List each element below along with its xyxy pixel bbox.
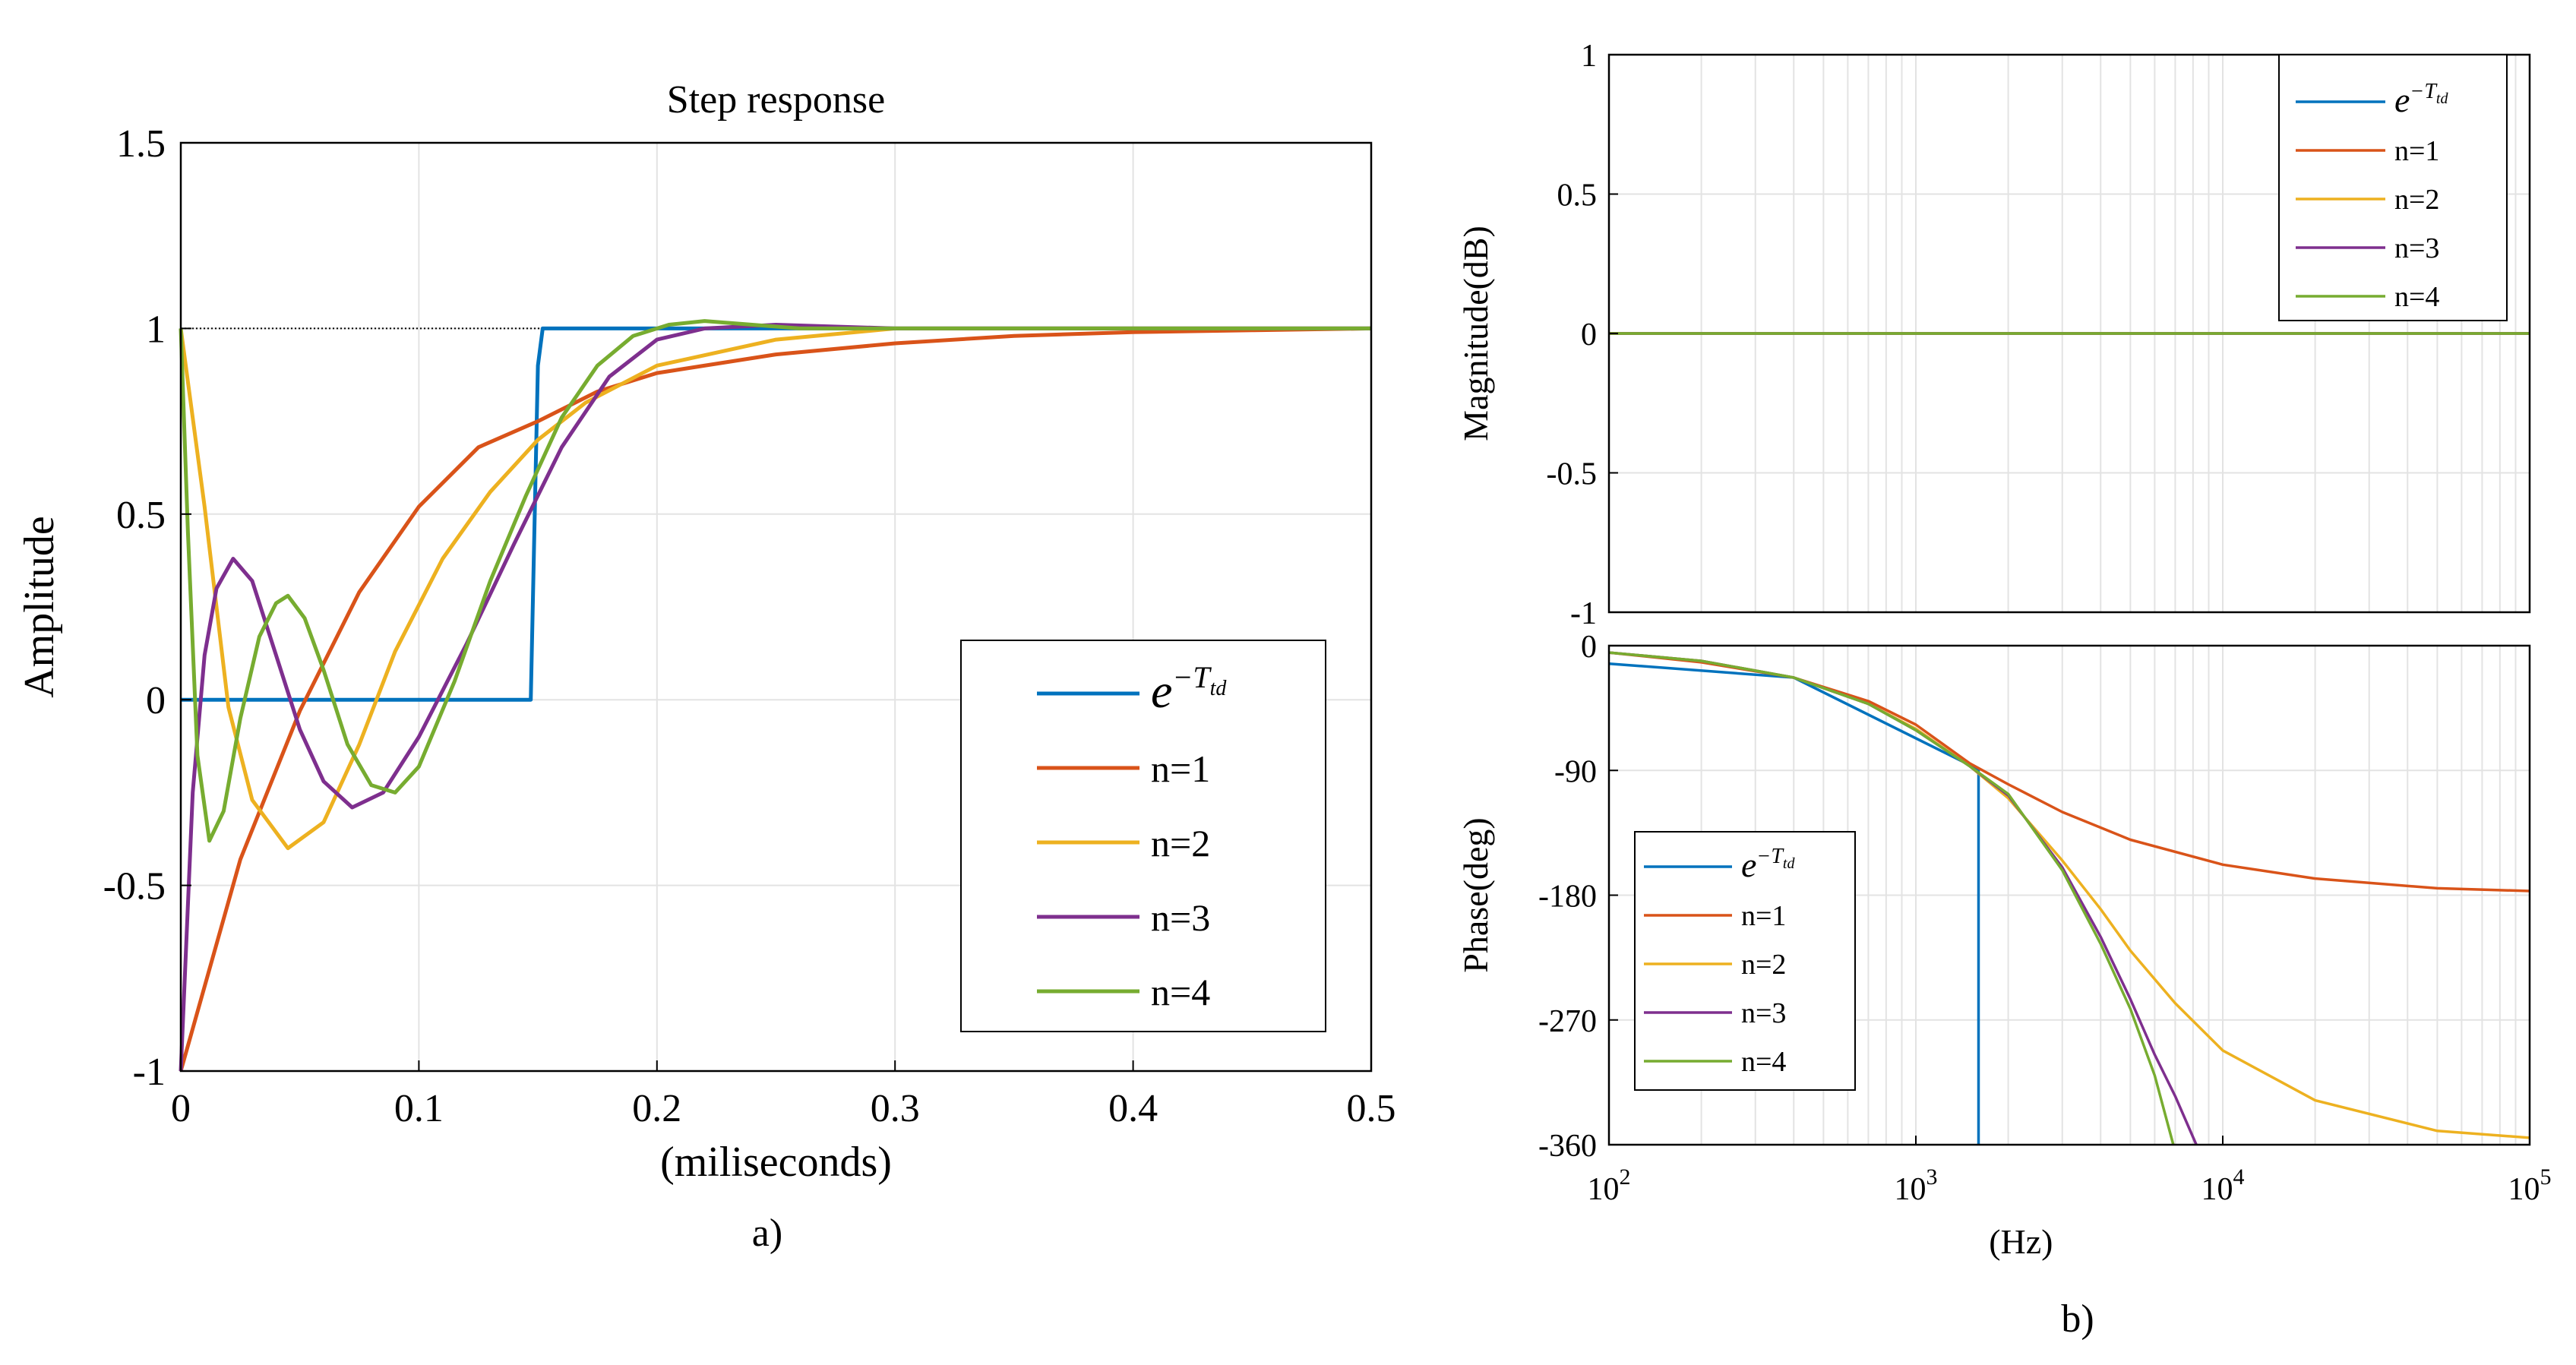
series-line-0	[181, 326, 1371, 702]
legend-box	[2278, 54, 2508, 321]
legend-label-4: n=4	[1151, 971, 1210, 1013]
x-tick-label-2: 0.2	[632, 1087, 681, 1130]
y-axis-label: Amplitude	[16, 516, 63, 698]
x-tick-label-4: 0.4	[1108, 1087, 1158, 1130]
x-tick-label-1: 103	[1895, 1164, 1938, 1207]
y-tick-label-4: -1	[1570, 596, 1597, 631]
magnitude-panel: 10.50-0.5-1Magnitude(dB)e−Ttdn=1n=2n=3n=…	[1456, 39, 2531, 631]
x-tick-label-3: 0.3	[871, 1087, 920, 1130]
y-tick-label-1: 0.5	[1557, 179, 1598, 213]
step-response-panel: 0 0.1 0.2 0.3 0.4 0.5 1.5 1 0.5 0 -0.5 -1 Step respo…	[16, 78, 1396, 1186]
y-tick-label-3: -0.5	[1547, 457, 1598, 492]
y-tick-label-0: 1	[1581, 39, 1597, 74]
x-tick-label-0: 102	[1588, 1164, 1631, 1207]
legend-label-3: n=3	[2394, 232, 2439, 264]
y-tick-label-2: -180	[1538, 880, 1597, 915]
y-tick-label-1: -90	[1554, 754, 1597, 789]
legend-label-3: n=3	[1741, 997, 1786, 1029]
plot-frame	[179, 141, 1373, 1073]
y-tick-label-5: -1	[133, 1051, 166, 1094]
y-tick-label-1: 1	[146, 308, 166, 351]
panel-label-a: a)	[752, 1212, 782, 1255]
legend-label-4: n=4	[2394, 281, 2439, 313]
y-axis-label: Magnitude(dB)	[1456, 226, 1495, 441]
series-line-4	[1609, 651, 2175, 1145]
y-tick-label-2: 0.5	[116, 494, 166, 537]
y-tick-label-4: -360	[1538, 1129, 1597, 1164]
legend-label-1: n=1	[1151, 747, 1210, 790]
x-tick-label-5: 0.5	[1347, 1087, 1396, 1130]
legend-label-2: n=2	[2394, 184, 2439, 216]
legend-label-3: n=3	[1151, 896, 1210, 939]
y-tick-label-3: -270	[1538, 1004, 1597, 1039]
legend-label-1: n=1	[2394, 135, 2439, 167]
series-line-4	[179, 319, 1371, 843]
x-tick-label-2: 104	[2201, 1164, 2245, 1207]
legend-label-2: n=2	[1741, 949, 1786, 981]
legend-box	[1634, 831, 1856, 1091]
x-tick-label-1: 0.1	[394, 1087, 444, 1130]
y-tick-label-2: 0	[1581, 318, 1597, 352]
legend-label-4: n=4	[1741, 1046, 1786, 1078]
y-tick-label-4: -0.5	[103, 865, 166, 908]
series-line-3	[179, 323, 1371, 1072]
series-line-2	[179, 326, 1371, 851]
x-axis-label: (miliseconds)	[660, 1139, 892, 1186]
panel-label-b: b)	[2061, 1297, 2094, 1341]
chart-title: Step response	[667, 78, 885, 122]
y-tick-label-0: 0	[1581, 630, 1597, 665]
y-tick-label-3: 0	[146, 679, 166, 722]
x-tick-label-3: 105	[2508, 1164, 2552, 1207]
x-tick-label-0: 0	[171, 1087, 191, 1130]
legend-label-2: n=2	[1151, 822, 1210, 864]
y-axis-label: Phase(deg)	[1456, 817, 1495, 972]
x-axis-label: (Hz)	[1989, 1222, 2053, 1261]
y-tick-label-0: 1.5	[116, 122, 166, 166]
legend-box	[960, 640, 1326, 1032]
legend-label-1: n=1	[1741, 900, 1786, 932]
